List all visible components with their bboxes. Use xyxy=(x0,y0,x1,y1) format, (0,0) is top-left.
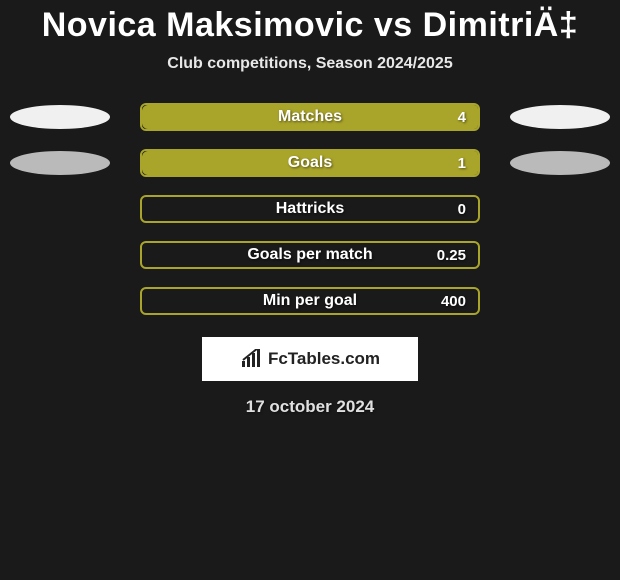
date-text: 17 october 2024 xyxy=(0,397,620,417)
page-root: Novica Maksimovic vs DimitriÄ‡ Club comp… xyxy=(0,0,620,580)
stat-row: Hattricks0 xyxy=(0,195,620,223)
stat-row: Goals per match0.25 xyxy=(0,241,620,269)
stat-value: 1 xyxy=(458,151,466,175)
stat-label: Goals per match xyxy=(142,243,478,267)
stat-bar: Goals1 xyxy=(140,149,480,177)
stat-bar: Goals per match0.25 xyxy=(140,241,480,269)
stat-value: 0.25 xyxy=(437,243,466,267)
subtitle: Club competitions, Season 2024/2025 xyxy=(0,55,620,73)
side-oval xyxy=(10,105,110,129)
stat-bar: Min per goal400 xyxy=(140,287,480,315)
chart-icon xyxy=(240,349,264,369)
side-oval xyxy=(510,151,610,175)
stat-value: 0 xyxy=(458,197,466,221)
stat-label: Min per goal xyxy=(142,289,478,313)
stat-bar: Hattricks0 xyxy=(140,195,480,223)
side-oval xyxy=(10,151,110,175)
stat-value: 400 xyxy=(441,289,466,313)
stat-row: Goals1 xyxy=(0,149,620,177)
stat-label: Matches xyxy=(142,105,478,129)
stat-bar: Matches4 xyxy=(140,103,480,131)
logo-box: FcTables.com xyxy=(202,337,418,381)
stat-row: Matches4 xyxy=(0,103,620,131)
side-oval xyxy=(510,105,610,129)
stat-label: Goals xyxy=(142,151,478,175)
logo-text: FcTables.com xyxy=(268,349,380,369)
stat-label: Hattricks xyxy=(142,197,478,221)
stat-row: Min per goal400 xyxy=(0,287,620,315)
stats-list: Matches4Goals1Hattricks0Goals per match0… xyxy=(0,103,620,315)
stat-value: 4 xyxy=(458,105,466,129)
page-title: Novica Maksimovic vs DimitriÄ‡ xyxy=(0,6,620,45)
